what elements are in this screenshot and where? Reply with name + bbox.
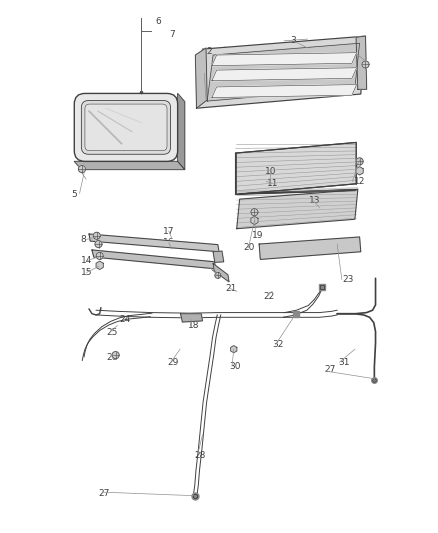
Polygon shape [92,250,216,269]
Polygon shape [195,48,207,108]
Text: 26: 26 [107,353,118,362]
Text: 24: 24 [120,315,131,324]
Text: 15: 15 [81,268,92,277]
Text: 6: 6 [155,18,161,27]
Text: 5: 5 [71,190,77,199]
Text: 9: 9 [210,264,216,273]
FancyBboxPatch shape [85,104,167,151]
Polygon shape [89,234,219,252]
Polygon shape [212,53,357,66]
Polygon shape [251,216,258,224]
Text: 22: 22 [263,292,275,301]
Text: 32: 32 [272,340,283,349]
Text: 19: 19 [252,231,264,240]
Text: 4: 4 [359,48,364,57]
Polygon shape [356,36,367,90]
Polygon shape [213,251,224,262]
Text: 18: 18 [188,321,200,330]
Text: 21: 21 [225,284,236,293]
Polygon shape [237,190,355,195]
Polygon shape [236,142,356,195]
Text: 29: 29 [167,358,178,367]
Text: 16: 16 [163,238,174,247]
Polygon shape [237,190,355,195]
Polygon shape [207,43,360,101]
Circle shape [96,252,103,260]
Text: 3: 3 [290,36,296,45]
Text: 14: 14 [81,256,92,265]
Text: 17: 17 [163,227,174,236]
Circle shape [78,165,85,173]
Text: 13: 13 [309,197,320,205]
Text: 25: 25 [107,328,118,337]
Text: 30: 30 [230,362,241,372]
Text: 11: 11 [268,179,279,188]
Text: 27: 27 [98,489,110,498]
Polygon shape [259,237,361,260]
Text: 20: 20 [244,243,255,252]
Polygon shape [238,189,356,194]
Polygon shape [241,188,358,193]
Polygon shape [96,261,103,270]
Polygon shape [238,189,356,194]
Polygon shape [213,263,229,282]
Polygon shape [231,346,237,353]
Text: 31: 31 [338,358,350,367]
Polygon shape [212,85,357,98]
Polygon shape [239,189,357,194]
Text: 23: 23 [342,275,353,284]
Text: 12: 12 [353,177,365,186]
Polygon shape [237,189,355,194]
Text: 10: 10 [265,167,276,176]
Polygon shape [237,190,358,229]
Polygon shape [241,188,357,193]
Polygon shape [180,314,202,322]
Polygon shape [356,167,363,175]
Polygon shape [240,189,357,193]
Circle shape [362,61,369,68]
Circle shape [93,232,100,239]
Polygon shape [74,161,185,169]
Text: 7: 7 [170,30,175,39]
FancyBboxPatch shape [81,101,170,154]
Polygon shape [178,93,185,169]
Text: 8: 8 [81,235,87,244]
Text: 2: 2 [206,47,212,56]
FancyBboxPatch shape [74,93,178,161]
Circle shape [95,240,102,248]
Text: 27: 27 [324,365,336,374]
Polygon shape [212,68,357,80]
Circle shape [112,352,119,359]
Polygon shape [197,36,365,108]
Polygon shape [240,188,357,193]
Text: 28: 28 [194,451,205,460]
Circle shape [251,208,258,216]
Polygon shape [239,189,356,194]
Circle shape [356,158,363,165]
Circle shape [215,272,221,278]
Text: 1: 1 [200,69,206,78]
Polygon shape [240,189,357,193]
